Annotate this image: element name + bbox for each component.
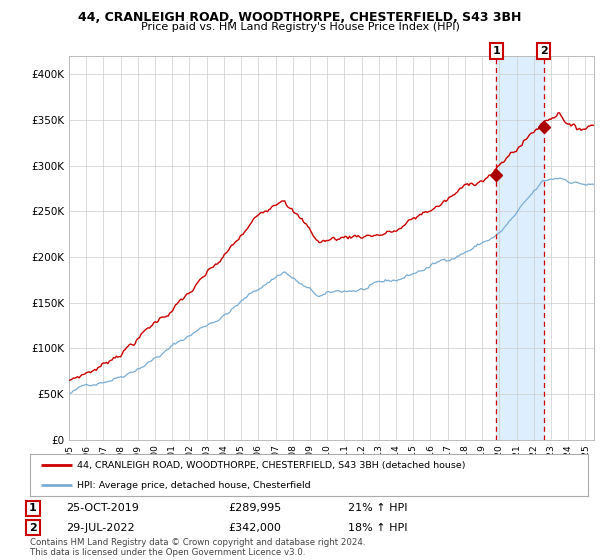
Text: 2: 2 — [29, 522, 37, 533]
Text: 44, CRANLEIGH ROAD, WOODTHORPE, CHESTERFIELD, S43 3BH (detached house): 44, CRANLEIGH ROAD, WOODTHORPE, CHESTERF… — [77, 461, 466, 470]
Text: HPI: Average price, detached house, Chesterfield: HPI: Average price, detached house, Ches… — [77, 480, 311, 489]
Text: 29-JUL-2022: 29-JUL-2022 — [66, 522, 134, 533]
Text: 1: 1 — [29, 503, 37, 514]
Text: £342,000: £342,000 — [228, 522, 281, 533]
Text: 25-OCT-2019: 25-OCT-2019 — [66, 503, 139, 514]
Text: 18% ↑ HPI: 18% ↑ HPI — [348, 522, 407, 533]
Text: 2: 2 — [540, 46, 548, 56]
Text: £289,995: £289,995 — [228, 503, 281, 514]
Text: 1: 1 — [493, 46, 500, 56]
Text: 44, CRANLEIGH ROAD, WOODTHORPE, CHESTERFIELD, S43 3BH: 44, CRANLEIGH ROAD, WOODTHORPE, CHESTERF… — [79, 11, 521, 24]
Text: 21% ↑ HPI: 21% ↑ HPI — [348, 503, 407, 514]
Text: Contains HM Land Registry data © Crown copyright and database right 2024.
This d: Contains HM Land Registry data © Crown c… — [30, 538, 365, 557]
Text: Price paid vs. HM Land Registry's House Price Index (HPI): Price paid vs. HM Land Registry's House … — [140, 22, 460, 32]
Bar — [496, 56, 544, 440]
